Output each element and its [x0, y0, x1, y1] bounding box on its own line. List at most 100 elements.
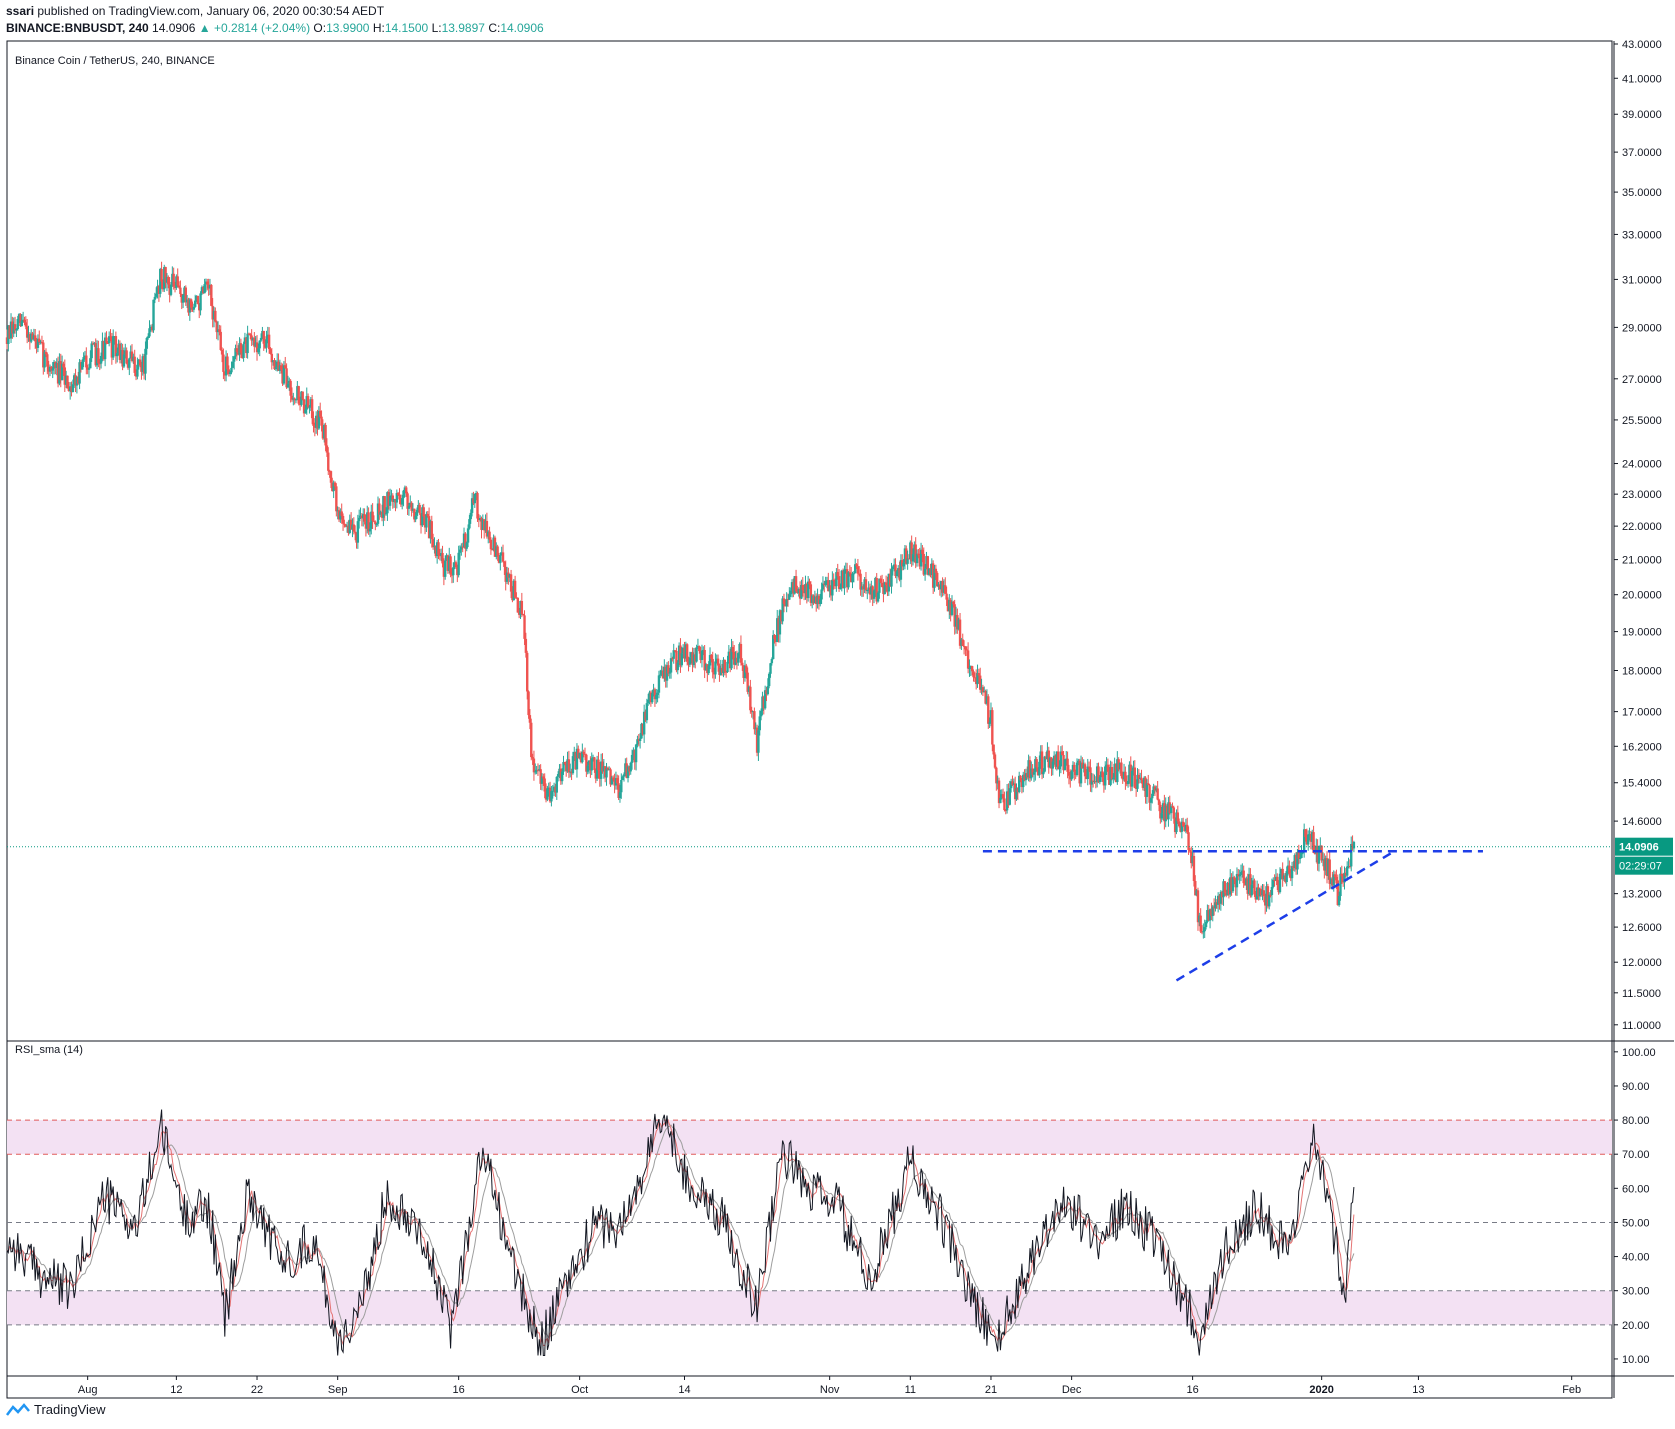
candle-body-262 — [357, 517, 361, 522]
candle-body-550 — [745, 665, 748, 673]
candle-body-6 — [13, 324, 17, 331]
candle-body-221 — [302, 399, 306, 414]
candle-body-854 — [1153, 786, 1157, 791]
candle-body-190 — [261, 330, 264, 338]
candle-body-435 — [590, 758, 593, 771]
candle-body-129 — [179, 287, 182, 295]
candle-body-735 — [993, 754, 997, 768]
candle-body-985 — [1329, 878, 1333, 884]
candle-body-861 — [1163, 803, 1166, 822]
candle-body-386 — [524, 638, 528, 653]
author-name[interactable]: ssari — [6, 4, 35, 18]
candle-body-696 — [941, 581, 944, 593]
candle-body-166 — [228, 372, 232, 374]
candle-body-645 — [872, 590, 876, 599]
countdown-box — [1615, 856, 1673, 875]
candle-body-808 — [1091, 780, 1095, 782]
candle-body-590 — [798, 588, 802, 599]
candle-body-430 — [583, 753, 587, 755]
candle-body-939 — [1268, 894, 1271, 907]
candle-body-309 — [421, 507, 424, 526]
candle-body-272 — [371, 511, 374, 521]
candle-body-333 — [453, 562, 456, 568]
candle-body-940 — [1269, 894, 1272, 896]
candle-body-511 — [692, 654, 696, 666]
candle-body-856 — [1156, 788, 1159, 800]
time-tick-label-5: Oct — [571, 1384, 588, 1396]
candle-body-922 — [1245, 878, 1248, 885]
candle-body-950 — [1282, 875, 1286, 880]
candle-body-703 — [950, 601, 954, 615]
candle-body-274 — [374, 521, 377, 525]
candle-body-981 — [1324, 858, 1327, 871]
candle-body-629 — [851, 573, 854, 583]
candle-body-700 — [946, 599, 950, 612]
candle-body-485 — [657, 675, 661, 693]
candle-body-242 — [331, 482, 334, 492]
candle-body-446 — [605, 767, 608, 778]
candle-body-338 — [460, 546, 463, 550]
candle-body-140 — [193, 300, 197, 307]
candle-body-692 — [936, 572, 939, 587]
candle-body-56 — [81, 361, 84, 370]
candle-body-653 — [883, 582, 886, 595]
candle-body-598 — [809, 584, 813, 603]
candle-body-488 — [661, 670, 665, 679]
close-value: 14.0906 — [500, 21, 544, 35]
candle-body-248 — [339, 511, 342, 520]
candle-body-483 — [655, 694, 658, 700]
candle-body-257 — [351, 524, 354, 530]
candle-body-576 — [780, 610, 783, 622]
candle-body-392 — [532, 758, 536, 773]
candle-body-719 — [972, 671, 975, 678]
brand-footer[interactable]: TradingView — [6, 1402, 106, 1417]
candle-body-36 — [54, 361, 57, 368]
candle-body-935 — [1262, 890, 1266, 897]
candle-body-185 — [254, 342, 257, 347]
candle-body-552 — [747, 686, 751, 692]
candle-body-324 — [441, 552, 444, 564]
candle-body-134 — [185, 299, 189, 303]
candle-body-164 — [226, 356, 229, 370]
candle-body-46 — [67, 388, 71, 392]
candle-body-335 — [456, 567, 459, 576]
candle-body-636 — [860, 586, 864, 590]
candle-body-573 — [776, 618, 779, 642]
candle-body-869 — [1173, 818, 1177, 833]
candle-body-757 — [1023, 774, 1026, 781]
candle-body-907 — [1225, 892, 1228, 896]
candle-body-239 — [327, 452, 330, 471]
candle-body-774 — [1046, 750, 1049, 760]
candle-body-654 — [884, 582, 888, 586]
candle-body-970 — [1309, 834, 1313, 842]
candle-body-538 — [728, 651, 732, 669]
candle-body-882 — [1191, 855, 1194, 864]
candle-body-241 — [329, 471, 333, 483]
candle-body-513 — [695, 647, 698, 662]
candle-body-219 — [300, 391, 303, 405]
candle-body-469 — [636, 739, 639, 745]
candle-body-832 — [1124, 771, 1127, 782]
main-pane-title: Binance Coin / TetherUS, 240, BINANCE — [15, 55, 215, 67]
rsi-tick-label-4: 60.00 — [1622, 1183, 1650, 1195]
published-text: published on TradingView.com, January 06… — [37, 4, 385, 18]
candle-body-30 — [46, 354, 49, 367]
candle-body-684 — [925, 556, 928, 569]
candle-body-913 — [1233, 877, 1236, 880]
candle-body-487 — [660, 670, 663, 675]
candle-body-310 — [422, 507, 425, 517]
candle-body-960 — [1296, 852, 1299, 870]
publish-info: ssari published on TradingView.com, Janu… — [6, 4, 384, 18]
candle-body-502 — [680, 653, 683, 666]
candle-body-946 — [1277, 885, 1280, 893]
candle-body-930 — [1255, 887, 1259, 900]
candle-body-657 — [888, 573, 892, 587]
candle-body-398 — [540, 776, 544, 784]
candle-body-7 — [15, 329, 18, 331]
candle-body-444 — [602, 766, 606, 772]
candle-body-670 — [906, 558, 909, 564]
candle-body-371 — [504, 566, 507, 582]
candle-body-97 — [136, 364, 139, 377]
candle-body-38 — [56, 363, 60, 384]
